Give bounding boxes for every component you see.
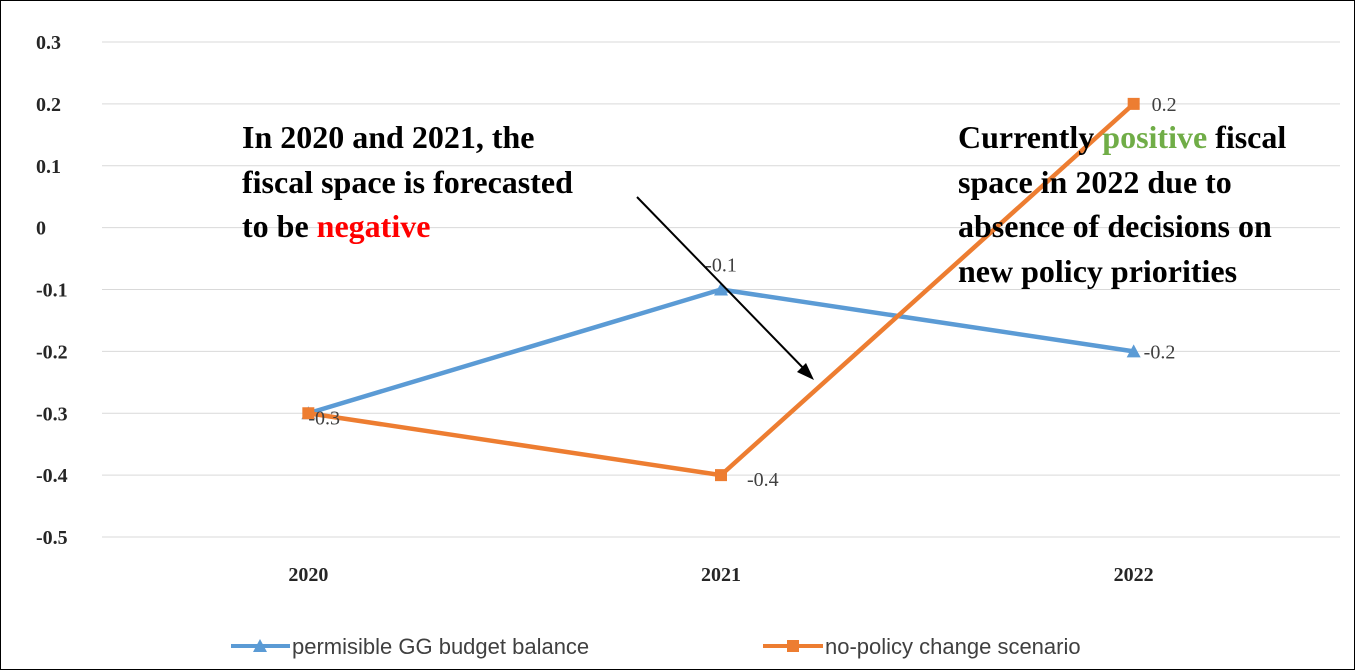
legend: permisible GG budget balance no-policy c…: [231, 634, 1081, 659]
legend-item-orange: no-policy change scenario: [763, 634, 1081, 659]
data-label: -0.2: [1144, 341, 1176, 363]
data-labels: -0.1 -0.2 -0.3 -0.4 0.2: [308, 94, 1176, 491]
annotation-left-highlight: negative: [317, 208, 431, 244]
annotation-right-highlight: positive: [1102, 119, 1207, 155]
data-label: -0.3: [308, 407, 340, 429]
annotation-right-line3: absence of decisions on: [958, 208, 1272, 244]
arrow-shaft: [636, 196, 809, 374]
data-point-square: [1127, 97, 1140, 110]
annotation-right: Currently positive fiscal space in 2022 …: [958, 119, 1286, 289]
annotation-right-suffix: fiscal: [1207, 119, 1286, 155]
annotation-right-prefix: Currently: [958, 119, 1102, 155]
annotation-left-line3: to be negative: [242, 208, 430, 244]
data-point-square: [302, 407, 315, 420]
y-tick-label: 0.3: [36, 32, 61, 54]
data-point-triangle: [714, 282, 728, 296]
x-tick-label: 2021: [701, 564, 741, 586]
y-axis-ticks: 0.3 0.2 0.1 0 -0.1 -0.2 -0.3 -0.4 -0.5: [36, 32, 68, 549]
arrow-head: [797, 363, 814, 380]
data-label: -0.1: [705, 255, 737, 277]
y-tick-label: 0.2: [36, 94, 61, 116]
y-tick-label: -0.3: [36, 403, 68, 425]
annotation-right-line1: Currently positive fiscal: [958, 119, 1286, 155]
data-point-square: [715, 469, 727, 482]
annotation-right-line2: space in 2022 due to: [958, 164, 1232, 200]
y-tick-label: -0.2: [36, 341, 68, 363]
legend-item-blue: permisible GG budget balance: [231, 634, 589, 659]
data-label: 0.2: [1152, 94, 1177, 116]
x-axis-ticks: 2020 2021 2022: [288, 564, 1153, 586]
data-label: -0.4: [747, 469, 779, 491]
annotation-arrow: [636, 196, 814, 380]
annotation-left-line1: In 2020 and 2021, the: [242, 119, 535, 155]
annotation-left-line2: fiscal space is forecasted: [242, 164, 573, 200]
data-point-triangle: [1126, 344, 1141, 358]
y-tick-label: 0: [36, 218, 46, 240]
annotation-left: In 2020 and 2021, the fiscal space is fo…: [242, 119, 573, 244]
legend-label-orange: no-policy change scenario: [825, 634, 1081, 659]
y-tick-label: 0.1: [36, 156, 61, 178]
annotation-left-prefix: to be: [242, 208, 317, 244]
y-tick-label: -0.4: [36, 465, 68, 487]
x-tick-label: 2020: [288, 564, 328, 586]
annotation-right-line4: new policy priorities: [958, 253, 1237, 289]
legend-marker-triangle: [253, 639, 267, 652]
x-tick-label: 2022: [1114, 564, 1154, 586]
legend-marker-square: [787, 640, 799, 652]
legend-label-blue: permisible GG budget balance: [292, 634, 589, 659]
y-tick-label: -0.5: [36, 527, 68, 549]
series-markers: [301, 97, 1141, 482]
y-tick-label: -0.1: [36, 280, 68, 302]
